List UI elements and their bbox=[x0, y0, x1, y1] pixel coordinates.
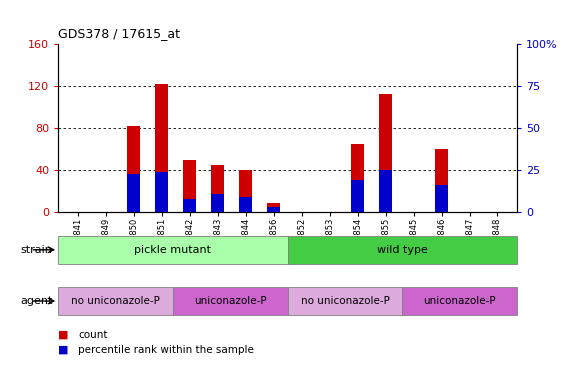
Bar bbox=[435, 185, 448, 212]
Text: wild type: wild type bbox=[377, 245, 428, 255]
Text: count: count bbox=[78, 330, 108, 340]
Text: no uniconazole-P: no uniconazole-P bbox=[300, 296, 389, 306]
Bar bbox=[184, 160, 196, 212]
Text: ■: ■ bbox=[58, 344, 69, 355]
Bar bbox=[352, 180, 364, 212]
Text: strain: strain bbox=[20, 245, 52, 255]
Bar bbox=[435, 149, 448, 212]
Bar bbox=[127, 126, 140, 212]
Bar bbox=[58, 236, 288, 264]
Text: ■: ■ bbox=[58, 330, 69, 340]
Text: no uniconazole-P: no uniconazole-P bbox=[71, 296, 160, 306]
Bar bbox=[288, 236, 517, 264]
Text: percentile rank within the sample: percentile rank within the sample bbox=[78, 344, 254, 355]
Bar bbox=[155, 172, 168, 212]
Bar bbox=[127, 173, 140, 212]
Bar bbox=[267, 207, 280, 212]
Bar bbox=[211, 165, 224, 212]
Bar bbox=[239, 197, 252, 212]
Text: agent: agent bbox=[20, 296, 52, 306]
Bar bbox=[173, 287, 288, 315]
Bar bbox=[58, 287, 173, 315]
Bar bbox=[379, 94, 392, 212]
Bar bbox=[352, 144, 364, 212]
Text: uniconazole-P: uniconazole-P bbox=[424, 296, 496, 306]
Text: uniconazole-P: uniconazole-P bbox=[194, 296, 267, 306]
Bar bbox=[211, 194, 224, 212]
Text: GDS378 / 17615_at: GDS378 / 17615_at bbox=[58, 27, 180, 40]
Bar bbox=[403, 287, 517, 315]
Bar bbox=[184, 199, 196, 212]
Bar bbox=[379, 170, 392, 212]
Text: pickle mutant: pickle mutant bbox=[134, 245, 211, 255]
Bar bbox=[288, 287, 403, 315]
Bar bbox=[239, 170, 252, 212]
Bar bbox=[267, 203, 280, 212]
Bar bbox=[155, 84, 168, 212]
